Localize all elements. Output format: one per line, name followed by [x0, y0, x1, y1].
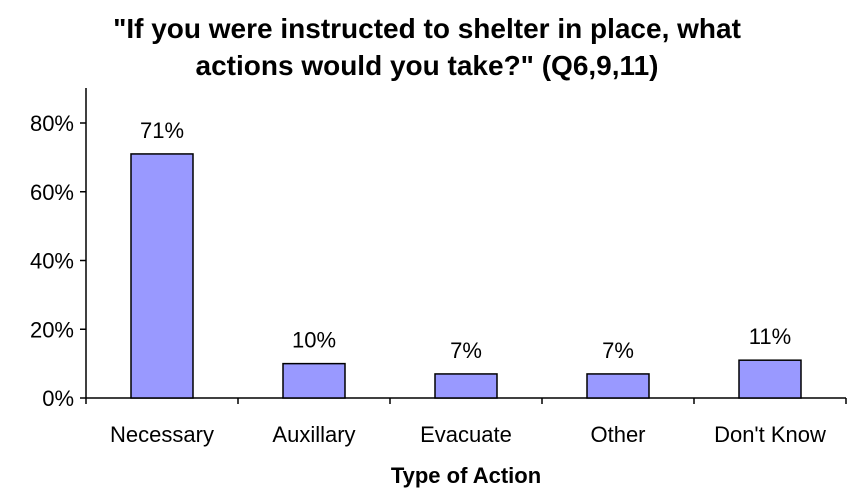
labels-layer: 71% Necessary 10% Auxillary 7% Evacuate 7% Othe…	[110, 118, 826, 447]
data-label: 10%	[292, 328, 336, 353]
chart-title: "If you were instructed to shelter in pl…	[0, 10, 854, 84]
bar	[738, 359, 802, 399]
y-tick-label: 60%	[30, 180, 74, 205]
y-tick-label: 40%	[30, 249, 74, 274]
y-tick-label: 0%	[42, 386, 74, 411]
x-tick-label: Evacuate	[420, 422, 512, 447]
y-tick-label: 80%	[30, 111, 74, 136]
chart-title-line-1: "If you were instructed to shelter in pl…	[113, 13, 741, 44]
chart-title-line-2: actions would you take?" (Q6,9,11)	[195, 50, 659, 81]
y-tick-label: 20%	[30, 317, 74, 342]
bar	[586, 373, 650, 399]
data-label: 7%	[450, 338, 482, 363]
bar	[434, 373, 498, 399]
x-tick-label: Other	[590, 422, 645, 447]
data-label: 71%	[140, 118, 184, 143]
bar	[130, 153, 194, 399]
axes-layer: 0% 20% 40% 60% 80%	[30, 88, 847, 411]
x-tick-label: Don't Know	[714, 422, 826, 447]
data-label: 7%	[602, 338, 634, 363]
bars-layer	[130, 153, 802, 399]
x-tick-label: Auxillary	[272, 422, 355, 447]
bar	[282, 362, 346, 399]
x-tick-label: Necessary	[110, 422, 214, 447]
data-label: 11%	[749, 324, 791, 349]
x-axis-title: Type of Action	[391, 463, 541, 488]
